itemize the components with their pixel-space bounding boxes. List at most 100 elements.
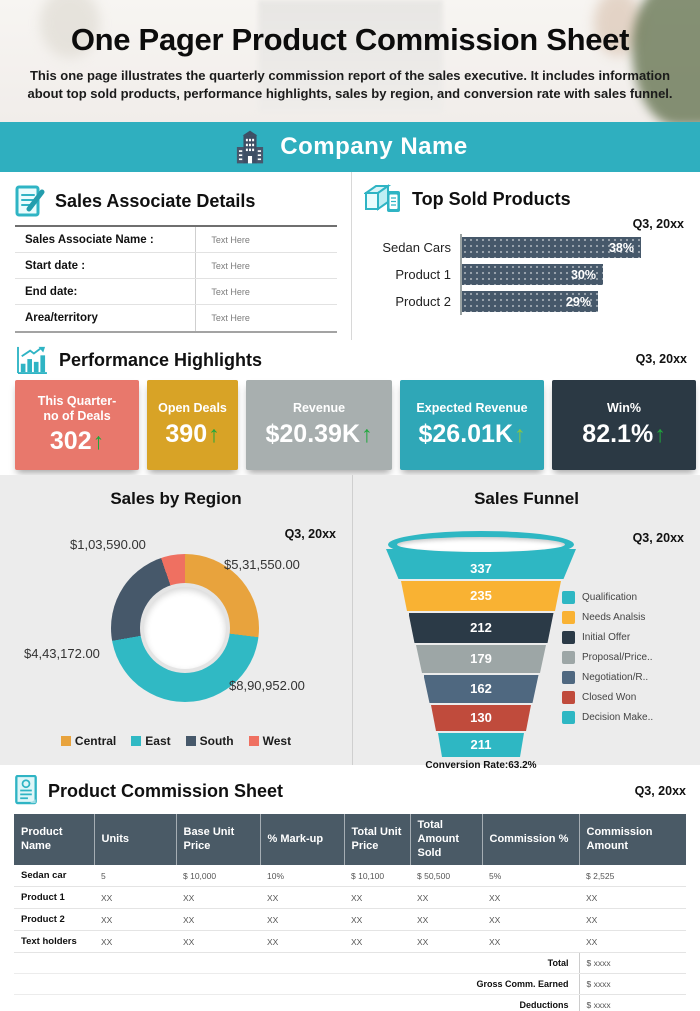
column-header: Product Name	[14, 814, 95, 866]
table-cell: XX	[579, 886, 686, 910]
sales-associate-table: Sales Associate Name : Text Here Start dat…	[15, 225, 337, 333]
kpi-number: $20.39K	[265, 419, 361, 448]
table-cell: XX	[260, 886, 344, 910]
table-header-row: Product Name Units Base Unit Price% Mark-u…	[14, 814, 686, 866]
bar-category-label: Product 2	[395, 294, 451, 309]
table-cell: 10%	[260, 865, 344, 888]
product-box-icon	[364, 183, 402, 215]
legend-swatch	[562, 591, 575, 604]
region-amount-label: $5,31,550.00	[224, 557, 300, 572]
funnel-period: Q3, 20xx	[632, 531, 684, 545]
product-name-cell: Sedan car	[14, 865, 94, 888]
table-cell: XX	[410, 886, 482, 910]
photo-laptop-shape	[258, 0, 443, 112]
table-cell: XX	[344, 930, 410, 954]
funnel-chart: 337 235 212 179 162 130 211 Conversion Rate:63…	[361, 531, 601, 771]
associate-detail-row: Start date : Text Here	[15, 253, 337, 279]
kpi-number: $26.01K	[418, 419, 514, 448]
funnel-legend-item: Proposal/Price..	[562, 651, 692, 664]
region-period: Q3, 20xx	[284, 527, 336, 541]
sales-associate-title: Sales Associate Details	[55, 191, 256, 211]
legend-label: West	[262, 734, 292, 748]
table-cell: 5	[94, 865, 176, 888]
page-title: One Pager Product Commission Sheet	[70, 22, 630, 57]
funnel-legend: Qualification Needs Analsis Initial Offer P…	[562, 591, 692, 731]
details-and-products-section: Sales Associate Details Sales Associate …	[0, 172, 700, 340]
sales-by-region-title: Sales by Region	[110, 489, 242, 508]
product-bar: 30%	[462, 264, 603, 285]
up-arrow-icon: ↑	[361, 420, 373, 447]
product-bar: 38%	[462, 237, 641, 258]
table-row: Product 1 XX XX XX XX XX XX XX	[14, 886, 686, 910]
table-cell: XX	[482, 908, 579, 932]
funnel-stages: 337 235 212 179 162 130 211	[361, 531, 601, 757]
funnel-mouth	[388, 531, 574, 558]
table-row: Text holders XX XX XX XX XX XX XX	[14, 930, 686, 954]
column-header: % Mark-up	[260, 814, 345, 866]
performance-period: Q3, 20xx	[635, 352, 687, 366]
funnel-legend-item: Qualification	[562, 591, 692, 604]
kpi-card: Open Deals 390 ↑	[147, 380, 238, 470]
table-cell: XX	[482, 886, 579, 910]
kpi-label: Expected Revenue	[416, 401, 528, 416]
top-sold-products-panel: Top Sold Products Q3, 20xx Sedan Cars 38%…	[352, 172, 700, 340]
kpi-cards-row: This Quarter- no of Deals 302 ↑ Open Deals 3…	[15, 380, 696, 470]
legend-label: South	[199, 734, 234, 748]
table-cell: 5%	[482, 865, 579, 888]
bar-category-label: Sedan Cars	[382, 240, 451, 255]
associate-detail-label: Start date :	[25, 259, 86, 272]
top-products-period: Q3, 20xx	[632, 217, 684, 231]
summary-value: $ xxxx	[578, 973, 686, 996]
table-cell: XX	[482, 930, 579, 954]
table-cell: $ 10,000	[176, 865, 260, 888]
product-name-cell: Text holders	[14, 930, 94, 954]
kpi-card: This Quarter- no of Deals 302 ↑	[15, 380, 139, 470]
region-and-funnel-section: Sales by Region Q3, 20xx $5,31,550.00 $8,…	[0, 475, 700, 771]
table-cell: XX	[579, 908, 686, 932]
up-arrow-icon: ↑	[654, 420, 666, 447]
funnel-stage: 130	[431, 705, 531, 731]
table-cell: XX	[410, 930, 482, 954]
table-cell: $ 50,500	[410, 865, 482, 888]
legend-swatch	[562, 611, 575, 624]
funnel-stage: 179	[416, 645, 546, 673]
bar-value-label: 30%	[570, 267, 596, 282]
associate-detail-label: Sales Associate Name :	[25, 233, 154, 246]
table-row: Product 2 XX XX XX XX XX XX XX	[14, 908, 686, 932]
legend-swatch	[562, 651, 575, 664]
summary-value: $ xxxx	[578, 952, 686, 975]
summary-label: Gross Comm. Earned	[14, 973, 579, 996]
product-name-cell: Product 2	[14, 908, 94, 932]
table-cell: $ 2,525	[579, 865, 686, 888]
legend-swatch	[562, 711, 575, 724]
receipt-icon	[14, 775, 38, 806]
summary-value: $ xxxx	[578, 994, 686, 1011]
associate-detail-row: End date: Text Here	[15, 279, 337, 305]
page-description: This one page illustrates the quarterly …	[27, 68, 673, 102]
summary-row: Gross Comm. Earned $ xxxx	[14, 973, 686, 996]
legend-label: Closed Won	[582, 692, 637, 703]
region-donut-chart	[111, 554, 259, 702]
funnel-stage: 162	[424, 675, 539, 703]
sales-associate-panel: Sales Associate Details Sales Associate …	[0, 172, 352, 340]
table-cell: XX	[94, 886, 176, 910]
summary-label: Deductions	[14, 994, 579, 1011]
associate-detail-value: Text Here	[195, 227, 337, 252]
associate-detail-value: Text Here	[195, 279, 337, 304]
kpi-value: 82.1% ↑	[582, 420, 665, 449]
funnel-legend-item: Decision Make..	[562, 711, 692, 724]
region-legend-item: South	[185, 734, 234, 748]
sales-funnel-title: Sales Funnel	[474, 489, 579, 508]
company-banner: Company Name	[0, 122, 700, 172]
summary-label: Total	[14, 952, 579, 975]
table-cell: $ 10,100	[344, 865, 410, 888]
bar-track: 30%	[460, 261, 686, 288]
company-name: Company Name	[280, 133, 468, 160]
kpi-card: Expected Revenue $26.01K ↑	[400, 380, 544, 470]
company-building-icon	[232, 128, 268, 166]
associate-detail-value: Text Here	[195, 305, 337, 331]
region-amount-label: $1,03,590.00	[70, 537, 146, 552]
conversion-rate-label: Conversion Rate:63.2%	[425, 760, 537, 771]
column-header: Commission Amount	[579, 814, 686, 866]
